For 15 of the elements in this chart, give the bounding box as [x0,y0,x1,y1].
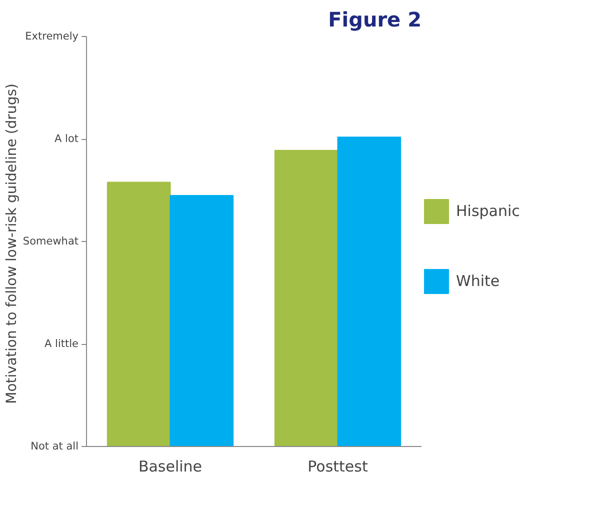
bar [170,195,234,446]
text: A lot [54,133,79,145]
y-axis-title: Motivation to follow low-risk guideline (drugs) [4,84,20,404]
bar [106,182,171,446]
text: Not at all [30,440,79,452]
legend-label: White [456,272,500,290]
text: Somewhat [22,236,79,248]
chart-title: Figure 2 [328,8,422,32]
text: A little [44,338,79,350]
text: Extremely [25,30,79,42]
bar [274,150,338,446]
bar [337,136,402,446]
x-tick-label: Baseline [138,458,202,476]
x-tick-label: Posttest [308,458,368,476]
legend-label: Hispanic [456,202,520,220]
